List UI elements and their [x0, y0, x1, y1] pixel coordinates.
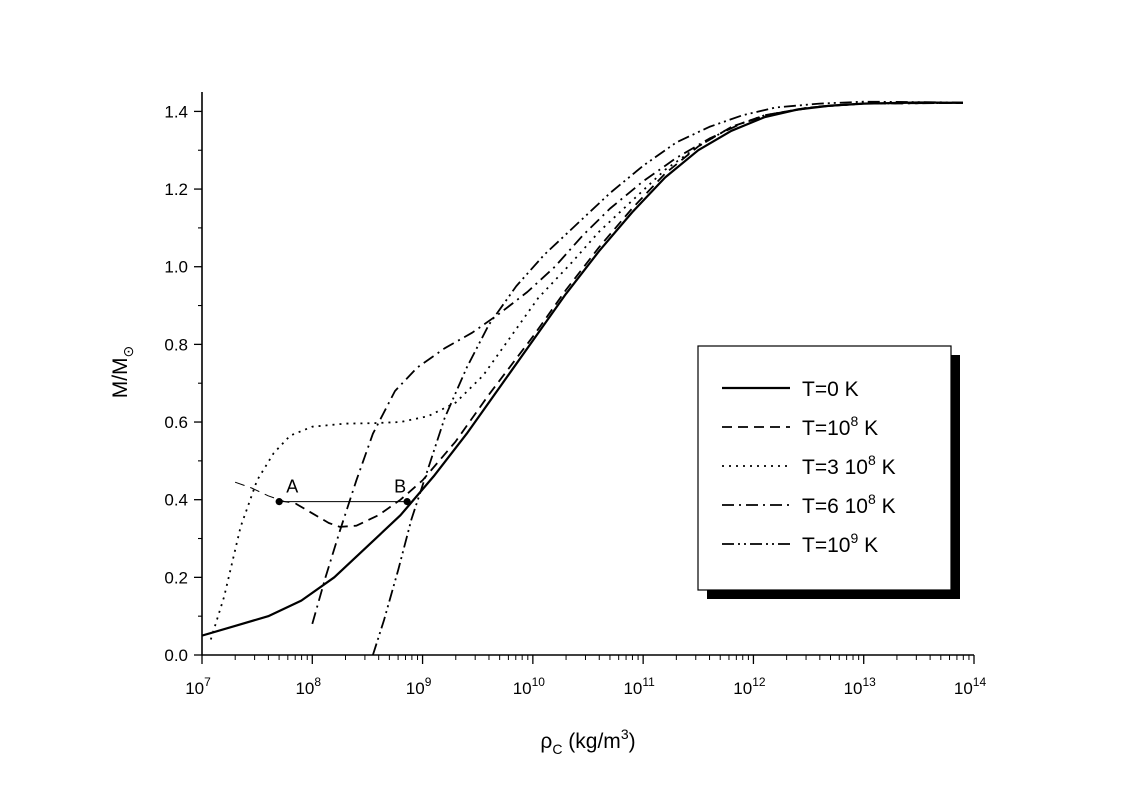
legend-label-3: T=3 108 K: [802, 452, 896, 479]
y-tick-label-1: 0.2: [164, 568, 188, 587]
axes: 0.0 0.2 0.4 0.6 0.8 1.0 1.2 1.4 107 108 109 1010 101…: [164, 92, 986, 698]
x-tick-label-4: 1011: [623, 675, 655, 698]
x-tick-label-2: 109: [406, 675, 432, 698]
y-tick-label-5: 1.0: [164, 258, 188, 277]
x-axis-title: ρC (kg/m3): [540, 726, 635, 757]
series-line-4: [311, 102, 964, 625]
legend-label-5: T=109 K: [802, 530, 878, 557]
y-tick-label-2: 0.4: [164, 491, 188, 510]
x-tick-label-1: 108: [295, 675, 321, 698]
point-label-b: B: [394, 477, 406, 497]
legend-box: [697, 345, 952, 591]
x-tick-label-7: 1014: [954, 675, 987, 698]
y-axis-title: M/M⊙: [109, 346, 136, 399]
x-tick-label-5: 1012: [733, 675, 766, 698]
series-line-0: [202, 101, 964, 637]
y-tick-label-7: 1.4: [164, 102, 188, 121]
legend-label-1: T=108 K: [802, 413, 878, 440]
plot-lines: [202, 100, 964, 655]
series-line-5: [372, 100, 964, 655]
y-tick-label-6: 1.2: [164, 180, 188, 199]
series-line-3: [209, 102, 964, 640]
point-label-a: A: [286, 477, 298, 497]
y-tick-label-4: 0.8: [164, 335, 188, 354]
series-line-2: [234, 481, 296, 505]
point-marker-b: [403, 498, 411, 506]
point-marker-a: [275, 498, 283, 506]
axis-titles: ρC (kg/m3) M/M⊙: [109, 346, 636, 757]
legend-label-4: T=6 108 K: [802, 491, 896, 518]
x-tick-label-3: 1010: [513, 675, 546, 698]
legend-label-0: T=0 K: [802, 378, 859, 401]
x-tick-label-0: 107: [185, 675, 211, 698]
x-tick-label-6: 1013: [844, 675, 877, 698]
y-tick-label-3: 0.6: [164, 413, 188, 432]
legend: T=0 K T=108 K T=3 108 K T=6 108 K T=109 K: [697, 345, 960, 599]
y-tick-label-0: 0.0: [164, 646, 188, 665]
